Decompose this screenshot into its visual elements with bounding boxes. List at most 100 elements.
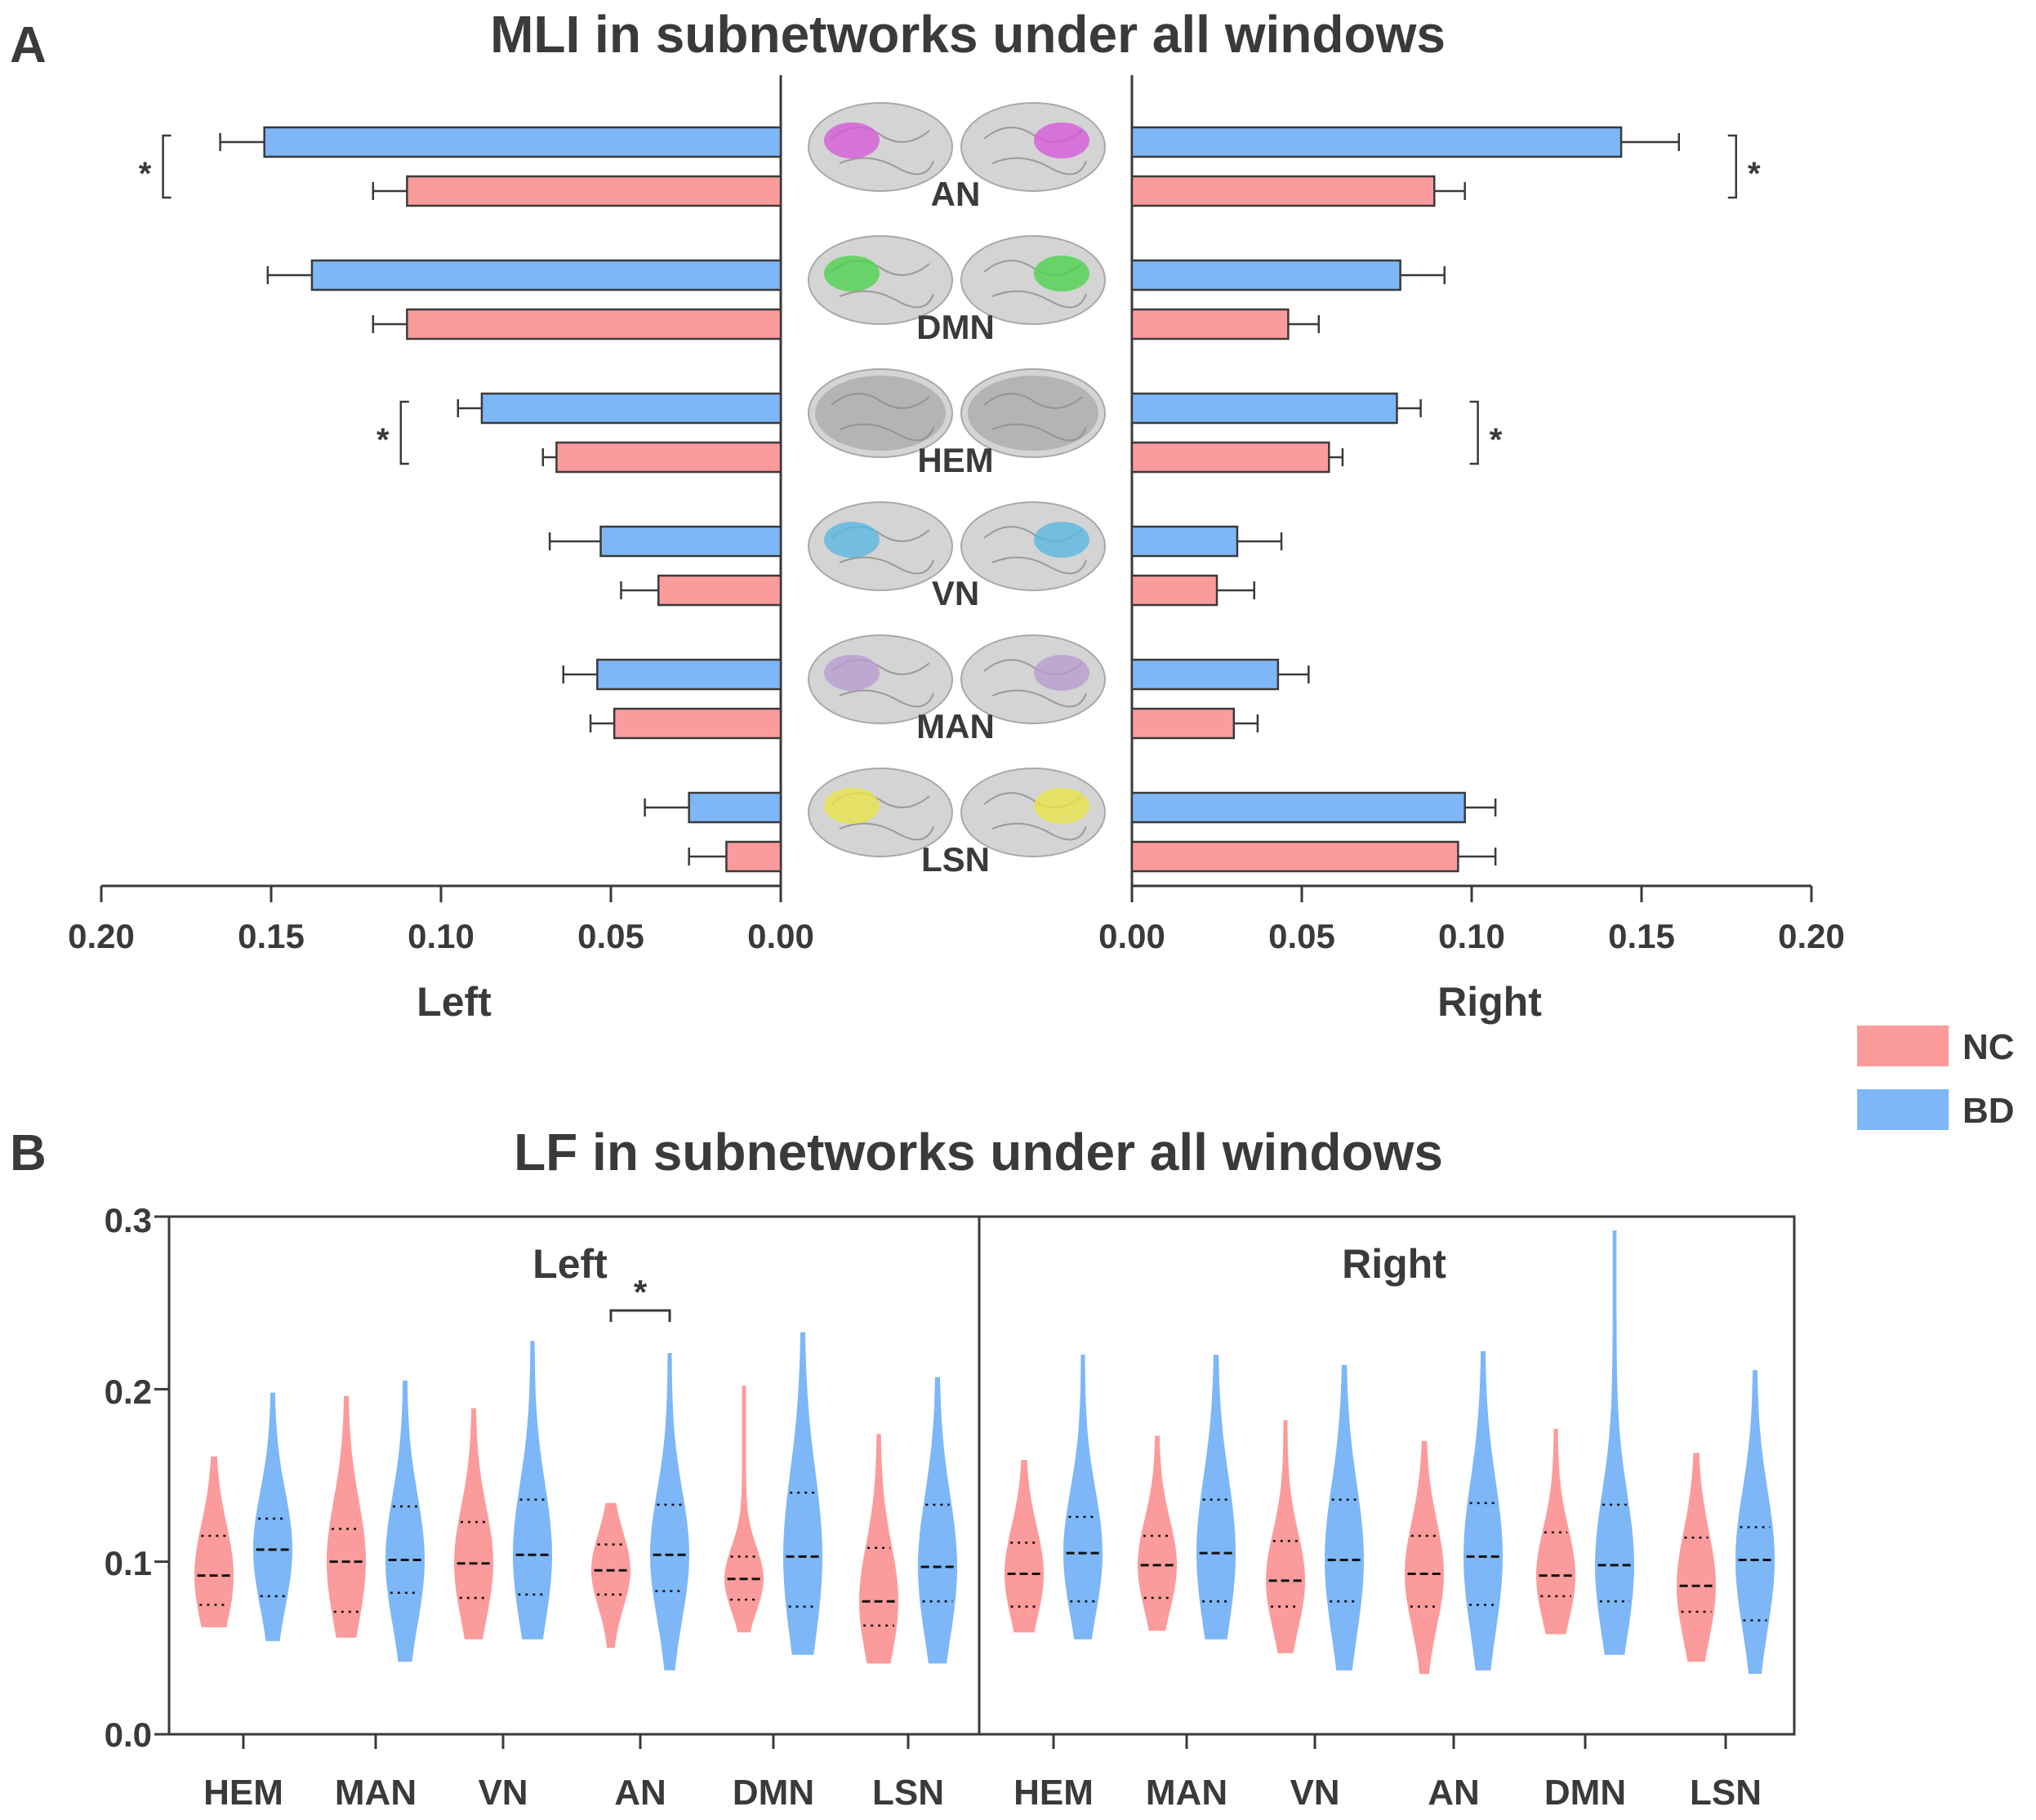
violin-bd [1325, 1364, 1364, 1671]
bar-nc [1130, 707, 1236, 740]
bar-nc [613, 707, 782, 740]
violin-nc [1536, 1428, 1575, 1635]
bar-bd [1130, 392, 1398, 425]
x-label-an: AN [614, 1773, 666, 1813]
brain-sulcus [839, 556, 934, 575]
brain-region-highlight [1034, 256, 1089, 291]
bar-nc [1130, 840, 1459, 873]
x-label-vn: VN [478, 1773, 528, 1813]
bar-bd [310, 259, 782, 291]
violin-bd [1595, 1230, 1634, 1655]
tick-label: 0.05 [1268, 917, 1335, 955]
network-label-an: AN [931, 175, 981, 213]
violin-bd [1735, 1370, 1775, 1674]
violin-nc [1266, 1420, 1305, 1653]
bar-bd [596, 658, 782, 691]
x-label-dmn: DMN [1544, 1773, 1626, 1813]
brain-hemisphere [960, 368, 1106, 458]
x-label-man: MAN [1146, 1773, 1227, 1813]
x-label-dmn: DMN [733, 1773, 814, 1813]
panel-b-violins [194, 1230, 1775, 1674]
x-label-lsn: LSN [872, 1773, 944, 1813]
brain-region-highlight [1034, 788, 1089, 824]
bar-nc [406, 175, 782, 207]
panel-a-significance: * * * * [139, 134, 1761, 465]
brain-sulcus [839, 157, 934, 176]
panel-b-y-ticks: 0.0 0.1 0.2 0.3 [105, 1201, 152, 1754]
bar-nc [725, 840, 782, 873]
brain-icon-vn [808, 501, 1106, 591]
significance-bracket [1469, 400, 1479, 465]
brain-region-highlight [1034, 655, 1089, 691]
violin-nc [454, 1408, 493, 1640]
network-label-lsn: LSN [921, 840, 990, 879]
brain-region-highlight [1034, 522, 1089, 558]
panel-b-axes [154, 1215, 1796, 1749]
violin-bd [783, 1332, 822, 1655]
significance-star: * [1490, 422, 1503, 458]
significance-star: * [139, 156, 152, 192]
brain-sulcus [991, 423, 1087, 442]
violin-nc [1005, 1460, 1044, 1633]
violin-bd [918, 1377, 957, 1664]
legend-bd-label: BD [1962, 1091, 2015, 1131]
panel-a-title: MLI in subnetworks under all windows [490, 5, 1446, 64]
brain-region-highlight [824, 256, 880, 291]
significance-star: * [376, 422, 390, 458]
tick-label: 0.10 [408, 917, 474, 955]
network-label-man: MAN [916, 707, 995, 745]
panel-a-brain-icons: AN DMN HEM VN MAN LSN [808, 102, 1106, 879]
brain-sulcus [831, 393, 930, 409]
panel-a-right-axis-label: Right [1437, 979, 1542, 1025]
significance-bracket [609, 1309, 671, 1322]
panel-a-axes [100, 75, 1813, 902]
tick-label: 0.05 [577, 917, 644, 955]
panel-b-significance: * [609, 1273, 671, 1322]
x-label-man: MAN [335, 1773, 417, 1813]
tick-label: 0.00 [747, 917, 814, 955]
brain-sulcus [991, 157, 1087, 176]
tick-label: 0.20 [1778, 917, 1845, 955]
tick-label: 0.15 [238, 917, 305, 955]
bar-nc [657, 574, 782, 607]
brain-region-highlight [1034, 122, 1089, 158]
brain-sulcus [839, 290, 934, 309]
tick-label: 0.00 [1098, 917, 1165, 955]
brain-icon-an [808, 102, 1106, 192]
brain-icon-dmn [808, 235, 1106, 325]
bar-bd [1130, 259, 1401, 291]
violin-nc [859, 1434, 898, 1664]
brain-region-highlight [824, 788, 880, 824]
brain-region-highlight [968, 376, 1098, 451]
legend: NC BD [1857, 1026, 2015, 1131]
violin-bd [1464, 1351, 1503, 1671]
bar-nc [406, 308, 782, 340]
brain-sulcus [983, 393, 1083, 409]
violin-nc [194, 1456, 234, 1627]
brain-icon-lsn [808, 768, 1106, 857]
violin-nc [1677, 1453, 1716, 1662]
violin-bd [513, 1341, 552, 1640]
legend-nc-label: NC [1962, 1027, 2015, 1067]
network-label-dmn: DMN [916, 308, 995, 346]
violin-bd [1196, 1355, 1236, 1640]
brain-hemisphere [808, 368, 953, 458]
y-tick-label: 0.1 [105, 1544, 152, 1582]
bar-bd [1130, 525, 1239, 558]
panel-a-left-ticks: 0.20 0.15 0.10 0.05 0.00 [68, 917, 814, 955]
bar-bd [1130, 791, 1466, 824]
panel-b-right-group-label: Right [1342, 1241, 1446, 1287]
brain-sulcus [991, 822, 1087, 841]
network-label-vn: VN [932, 574, 979, 612]
bar-bd [688, 791, 782, 824]
network-label-hem: HEM [917, 441, 993, 479]
x-label-hem: HEM [203, 1773, 283, 1813]
brain-region-highlight [815, 376, 946, 451]
significance-bracket [399, 400, 409, 465]
violin-bd [385, 1380, 425, 1662]
tick-label: 0.20 [68, 917, 135, 955]
tick-label: 0.15 [1608, 917, 1675, 955]
bar-bd [480, 392, 782, 425]
x-label-lsn: LSN [1690, 1773, 1762, 1813]
